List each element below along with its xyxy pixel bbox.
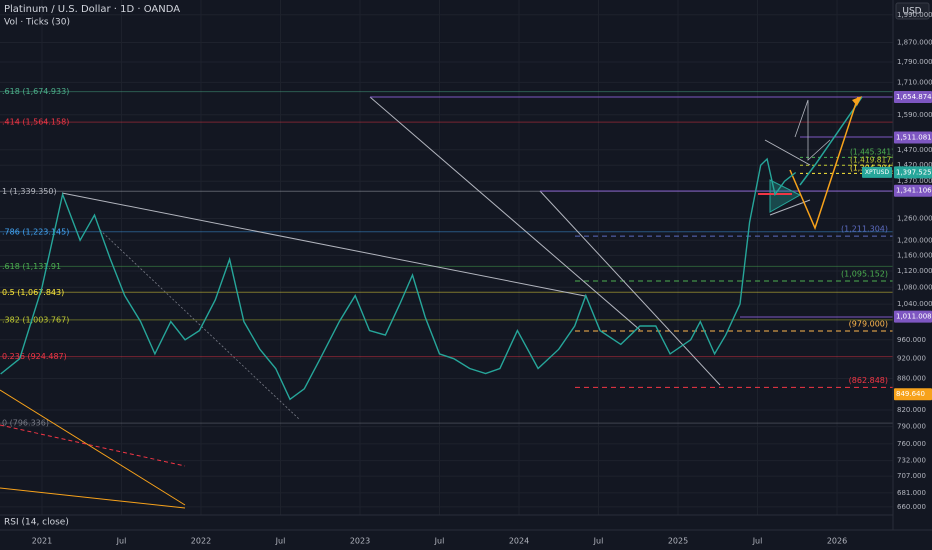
y-tick-label: 960.000 [897,336,926,344]
y-tick-label: 920.000 [897,355,926,363]
price-tag [894,131,932,144]
trend-line [764,139,811,166]
price-line [0,157,797,401]
fib-label: .382 (1,003.767) [2,315,69,324]
y-tick-label: 1,200.000 [897,236,932,244]
y-tick-label: 820.000 [897,406,926,414]
arrow-head [852,96,862,106]
fib-label: 0.5 (1,067.843) [2,288,64,297]
price-tag [894,166,932,179]
level-label: (1,095.152) [841,270,888,279]
price-axis [893,0,932,530]
trend-line [99,229,301,421]
y-tick-label: 1,590.000 [897,111,932,119]
x-tick-label: 2024 [509,537,529,546]
grid [0,0,893,515]
symbol-tag [862,166,892,178]
x-tick-label: 2026 [827,537,847,546]
y-tick-label: 1,420.000 [897,161,932,169]
pattern [769,179,802,213]
y-tick-label: 1,080.000 [897,283,932,291]
price-tag [894,90,932,103]
y-tick-label: 1,160.000 [897,251,932,259]
trend-line [539,190,721,386]
rsi-label: RSI (14, close) [4,518,69,528]
y-tick-label: 1,370.000 [897,177,932,185]
trend-line [61,192,586,297]
axis-layer: 1,990.000 1,870.000 1,790.000 1,710.000 1,59… [32,11,932,546]
price-tag-label: 1,397.525 [896,168,932,176]
y-tick-label: 1,990.000 [897,11,932,19]
trend-line [794,99,831,161]
x-tick-label: 2021 [32,537,52,546]
y-tick-label: 1,710.000 [897,78,932,86]
fib-label: 0 (796.336) [2,419,49,428]
y-tick-label: 1,470.000 [897,146,932,154]
y-tick-label: 790.000 [897,423,926,431]
target-label: (1,445.341) [850,147,894,156]
price-tag-label: 849.640 [896,390,925,398]
price-tag-label: 1,654.874 [896,93,932,101]
price-tag-label: 1,011.008 [896,313,932,321]
price-tag [894,310,932,323]
y-tick-label: 732.000 [897,457,926,465]
price-tag [894,184,932,197]
fib-label: .786 (1,223.145) [2,227,69,236]
x-tick-label: 2022 [191,537,211,546]
y-tick-label: 1,870.000 [897,38,932,46]
y-tick-label: 1,260.000 [897,215,932,223]
target-label: (1,419.817) [850,155,894,164]
y-tick-label: 760.000 [897,440,926,448]
trend-line [369,96,641,331]
indicator-label: Vol · Ticks (30) [4,18,70,28]
y-tick-label: 660.000 [897,503,926,511]
currency: USD [902,7,921,17]
y-tick-label: 707.000 [897,472,926,480]
fib-label: 1 (1,339.350) [2,187,57,196]
symbol-name: XPTUSD [865,169,890,176]
projection-arrow [799,96,863,186]
x-tick-label: Jul [116,537,127,546]
fib-label: .618 (1,674.933) [2,87,69,96]
y-tick-label: 1,790.000 [897,58,932,66]
fib-label: 0.236 (924.487) [2,352,67,361]
series-layer [0,157,797,401]
trend-line [0,424,186,467]
y-tick-label: 880.000 [897,375,926,383]
x-tick-label: Jul [434,537,445,546]
y-tick-label: 1,040.000 [897,300,932,308]
x-tick-label: 2023 [350,537,370,546]
price-tag-label: 1,341.106 [896,187,932,195]
level-label: (979.000) [849,320,888,329]
projection-arrow [789,96,859,231]
fib-label: .414 (1,564.158) [2,118,69,127]
trend-line [0,487,186,509]
x-tick-label: 2025 [668,537,688,546]
price-tag-label: 1,511.081 [896,134,932,142]
x-tick-label: Jul [752,537,763,546]
y-tick-label: 1,120.000 [897,267,932,275]
currency-button[interactable] [895,2,930,20]
x-tick-label: Jul [275,537,286,546]
fib-label: .618 (1,131.91 [2,262,61,271]
y-tick-label: 681.000 [897,489,926,497]
symbol-title: Platinum / U.S. Dollar · 1D · OANDA [4,4,180,15]
level-label: (862.848) [849,376,888,385]
trend-line [0,389,186,506]
x-tick-label: Jul [593,537,604,546]
level-label: (1,211.304) [841,225,888,234]
price-tag [894,388,932,401]
levels: .618 (1,674.933) .414 (1,564.158) 1 (1,339… [0,87,894,428]
